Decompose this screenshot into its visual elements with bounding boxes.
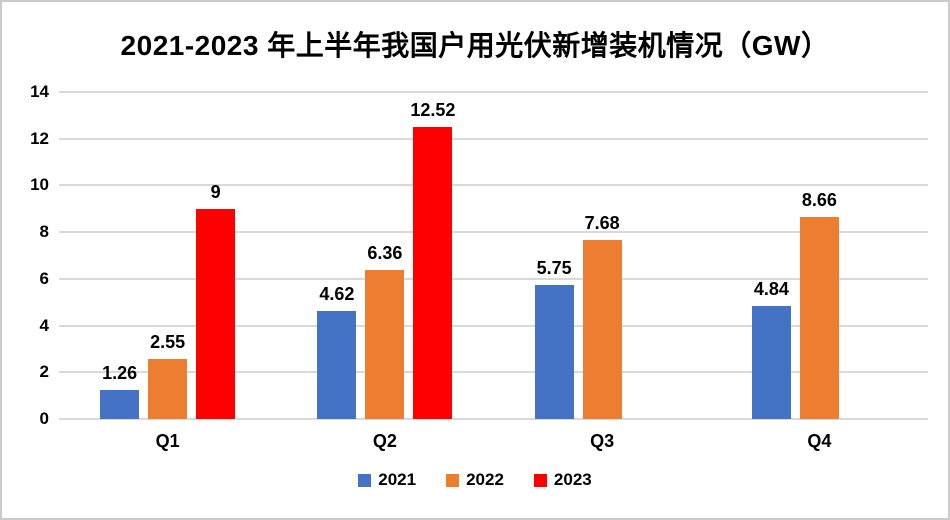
- x-tick-label-Q2: Q2: [372, 431, 397, 451]
- legend-swatch-2022: [446, 473, 460, 487]
- x-tick-label-Q1: Q1: [155, 431, 180, 451]
- legend-item-2021: 2021: [358, 470, 416, 490]
- y-tick-label-0: 0: [39, 409, 49, 428]
- gridline-10: [59, 184, 928, 187]
- bar-2022-Q2: 6.36: [365, 243, 405, 419]
- legend-label-2023: 2023: [553, 470, 592, 489]
- bar-value-label-2023-Q2: 12.52: [410, 99, 456, 120]
- gridline-14: [59, 91, 928, 93]
- bar-value-label-2022-Q4: 8.66: [801, 189, 837, 210]
- bar-2022-Q4: 8.66: [799, 190, 839, 419]
- bar-2021-Q2: 4.62: [317, 284, 357, 419]
- gridline-4: [59, 324, 928, 327]
- bar-2022-Q1: 2.55: [148, 332, 188, 419]
- legend-label-2022: 2022: [466, 470, 504, 489]
- bar-2023-Q1: 9: [196, 182, 236, 419]
- y-tick-label-6: 6: [39, 268, 49, 288]
- legend-item-2023: 2023: [533, 470, 592, 490]
- y-tick-label-4: 4: [39, 315, 49, 335]
- legend: 2021 2022 2023: [2, 470, 948, 490]
- legend-label-2021: 2021: [378, 470, 417, 489]
- y-tick-label-8: 8: [39, 222, 49, 242]
- y-tick-label-14: 14: [30, 82, 49, 101]
- bar-value-label-2022-Q3: 7.68: [584, 212, 620, 233]
- x-axis: Q1 Q2 Q3 Q4: [59, 431, 928, 457]
- bar-2023-Q2: 12.52: [410, 100, 455, 419]
- gridline-2: [59, 371, 928, 374]
- x-tick-label-Q4: Q4: [807, 431, 832, 451]
- bar-2021-Q1: 1.26: [100, 363, 140, 419]
- chart-title: 2021-2023 年上半年我国户用光伏新增装机情况（GW）: [120, 30, 830, 61]
- bar-value-label-2022-Q1: 2.55: [150, 332, 186, 353]
- gridline-0: [59, 418, 928, 420]
- bar-value-label-2021-Q1: 1.26: [102, 362, 138, 383]
- legend-swatch-2021: [358, 473, 372, 487]
- x-tick-label-Q3: Q3: [590, 431, 615, 451]
- gridline-6: [59, 277, 928, 280]
- bar-2022-Q3: 7.68: [582, 213, 622, 419]
- gridline-8: [59, 231, 928, 234]
- legend-item-2022: 2022: [446, 470, 504, 490]
- bar-2021-Q4: 4.84: [751, 279, 791, 419]
- plot-area: 1.26 2.55 9 4.62 6.36 12.52 5.75 7.68 4.84 8.66: [59, 91, 928, 420]
- bar-value-label-2021-Q2: 4.62: [319, 284, 355, 305]
- legend-swatch-2023: [533, 473, 547, 487]
- gridline-12: [59, 137, 928, 140]
- y-tick-label-10: 10: [30, 175, 49, 195]
- bar-value-label-2021-Q3: 5.75: [536, 257, 572, 278]
- bar-2021-Q3: 5.75: [534, 258, 574, 419]
- y-axis: 0 2 4 6 8 10 12 14: [2, 82, 49, 428]
- y-tick-label-12: 12: [30, 128, 49, 148]
- bar-value-label-2022-Q2: 6.36: [367, 243, 403, 264]
- y-tick-label-2: 2: [39, 362, 49, 382]
- bar-value-label-2021-Q4: 4.84: [753, 278, 789, 299]
- bar-value-label-2023-Q1: 9: [210, 181, 221, 202]
